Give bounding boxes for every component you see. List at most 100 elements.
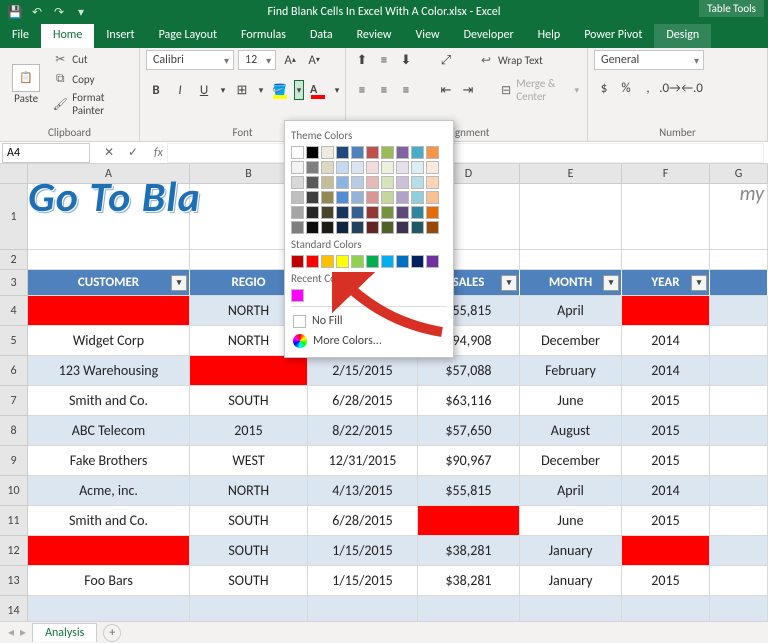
table-header-cell[interactable]: MONTH▾	[520, 270, 622, 296]
cell[interactable]: 8/22/2015	[308, 416, 418, 446]
cell[interactable]	[190, 356, 308, 386]
color-swatch[interactable]	[351, 146, 364, 159]
save-icon[interactable]: 💾	[6, 3, 24, 21]
cell[interactable]	[28, 250, 190, 270]
color-swatch[interactable]	[396, 206, 409, 219]
tab-file[interactable]: File	[0, 24, 41, 48]
row-header[interactable]: 5	[0, 326, 28, 356]
font-size-combo[interactable]: 12	[238, 50, 276, 70]
color-swatch[interactable]	[381, 146, 394, 159]
merge-center-button[interactable]: ⊟Merge & Center▾	[498, 76, 581, 104]
enter-formula-icon[interactable]: ✓	[124, 144, 142, 162]
color-swatch[interactable]	[306, 221, 319, 234]
row-header[interactable]: 2	[0, 250, 28, 270]
color-swatch[interactable]	[426, 221, 439, 234]
cancel-formula-icon[interactable]: ✕	[100, 144, 118, 162]
name-box[interactable]: A4	[2, 143, 90, 163]
cell[interactable]: February	[520, 356, 622, 386]
fx-icon[interactable]: fx	[150, 146, 167, 160]
color-swatch[interactable]	[291, 221, 304, 234]
cell[interactable]	[418, 506, 520, 536]
cell[interactable]: Smith and Co.	[28, 506, 190, 536]
cell[interactable]: April	[520, 476, 622, 506]
percent-format-button[interactable]: %	[616, 78, 636, 98]
cell[interactable]: SOUTH	[190, 386, 308, 416]
underline-menu[interactable]: ▾	[218, 80, 228, 100]
color-swatch[interactable]	[366, 176, 379, 189]
cell[interactable]: NORTH	[190, 476, 308, 506]
cell[interactable]	[710, 506, 768, 536]
copy-button[interactable]: ⧉Copy	[50, 70, 133, 88]
font-color-button[interactable]: A	[308, 80, 328, 100]
color-swatch[interactable]	[321, 221, 334, 234]
row-header[interactable]: 6	[0, 356, 28, 386]
cell[interactable]: Fake Brothers	[28, 446, 190, 476]
cell[interactable]: SOUTH	[190, 566, 308, 596]
cell[interactable]	[28, 536, 190, 566]
table-header-cell[interactable]	[710, 270, 768, 296]
cell[interactable]	[710, 356, 768, 386]
color-swatch[interactable]	[336, 221, 349, 234]
filter-icon[interactable]: ▾	[171, 275, 187, 291]
row-header[interactable]: 12	[0, 536, 28, 566]
cell[interactable]	[710, 476, 768, 506]
color-swatch[interactable]	[336, 176, 349, 189]
cell[interactable]: August	[520, 416, 622, 446]
row-header[interactable]: 11	[0, 506, 28, 536]
filter-icon[interactable]: ▾	[501, 275, 517, 291]
formula-input[interactable]	[167, 143, 764, 163]
cell[interactable]: Acme, inc.	[28, 476, 190, 506]
color-swatch[interactable]	[291, 206, 304, 219]
cell[interactable]	[28, 296, 190, 326]
cell[interactable]: 2015	[190, 416, 308, 446]
align-top-button[interactable]: ⬆	[352, 50, 372, 70]
color-swatch[interactable]	[396, 221, 409, 234]
color-swatch[interactable]	[336, 146, 349, 159]
sheet-nav-next-icon[interactable]: ▸	[20, 625, 26, 640]
cell[interactable]: 6/28/2015	[308, 386, 418, 416]
tab-power-pivot[interactable]: Power Pivot	[572, 24, 654, 48]
color-swatch[interactable]	[396, 255, 409, 268]
borders-button[interactable]: ⊞	[232, 80, 252, 100]
borders-menu[interactable]: ▾	[256, 80, 266, 100]
cell[interactable]: WEST	[190, 446, 308, 476]
cell[interactable]: $57,088	[418, 356, 520, 386]
color-swatch[interactable]	[291, 161, 304, 174]
cell[interactable]: $90,967	[418, 446, 520, 476]
color-swatch[interactable]	[366, 191, 379, 204]
color-swatch[interactable]	[411, 255, 424, 268]
cell[interactable]	[622, 536, 710, 566]
color-swatch[interactable]	[411, 221, 424, 234]
cell[interactable]	[710, 250, 768, 270]
cell[interactable]	[622, 184, 710, 250]
cell[interactable]	[710, 326, 768, 356]
filter-icon[interactable]: ▾	[691, 275, 707, 291]
color-swatch[interactable]	[366, 206, 379, 219]
align-left-button[interactable]: ≡	[352, 80, 372, 100]
font-color-menu[interactable]: ▾	[332, 80, 342, 100]
more-colors-button[interactable]: More Colors...	[291, 331, 447, 351]
color-swatch[interactable]	[306, 161, 319, 174]
cell[interactable]: $38,281	[418, 566, 520, 596]
color-swatch[interactable]	[381, 255, 394, 268]
color-swatch[interactable]	[411, 176, 424, 189]
align-center-button[interactable]: ≡	[374, 80, 394, 100]
tab-developer[interactable]: Developer	[452, 24, 526, 48]
fill-color-menu[interactable]: ▾	[294, 80, 304, 100]
cell[interactable]	[520, 250, 622, 270]
cell[interactable]: Foo Bars	[28, 566, 190, 596]
color-swatch[interactable]	[351, 255, 364, 268]
color-swatch[interactable]	[321, 161, 334, 174]
cell[interactable]: 1/15/2015	[308, 566, 418, 596]
shrink-font-button[interactable]: A▾	[304, 50, 324, 70]
color-swatch[interactable]	[306, 146, 319, 159]
cell[interactable]: $55,815	[418, 476, 520, 506]
color-swatch[interactable]	[396, 146, 409, 159]
color-swatch[interactable]	[336, 255, 349, 268]
qat-customize-icon[interactable]: ▾	[72, 3, 90, 21]
cell[interactable]: 2014	[622, 356, 710, 386]
cell[interactable]: 6/28/2015	[308, 506, 418, 536]
grow-font-button[interactable]: A▴	[280, 50, 300, 70]
cell[interactable]: December	[520, 446, 622, 476]
color-swatch[interactable]	[321, 206, 334, 219]
